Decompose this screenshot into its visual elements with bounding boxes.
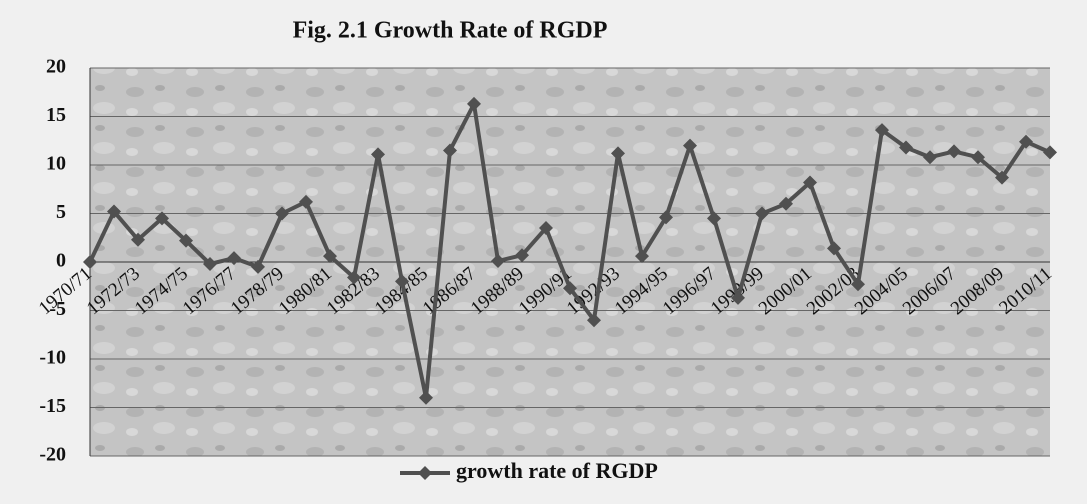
marker: [179, 233, 193, 248]
marker: [107, 204, 121, 219]
marker: [1019, 134, 1033, 149]
marker: [203, 256, 217, 271]
marker: [683, 138, 697, 153]
marker: [515, 248, 529, 263]
marker: [251, 259, 265, 274]
marker: [323, 249, 337, 264]
marker: [587, 313, 601, 328]
marker: [923, 150, 937, 165]
marker: [83, 255, 97, 269]
marker: [755, 206, 769, 221]
marker: [851, 277, 865, 292]
marker: [731, 290, 745, 305]
marker: [1043, 145, 1057, 160]
marker: [131, 232, 145, 247]
y-tick-label: 10: [46, 153, 66, 175]
marker: [899, 140, 913, 155]
marker: [779, 196, 793, 211]
marker: [395, 274, 409, 289]
marker: [155, 211, 169, 226]
marker: [563, 281, 577, 296]
marker: [467, 96, 481, 111]
marker: [947, 144, 961, 159]
marker: [299, 194, 313, 209]
marker: [803, 175, 817, 190]
y-tick-label: -20: [39, 444, 66, 466]
marker: [491, 254, 505, 269]
marker: [827, 241, 841, 256]
marker: [971, 150, 985, 165]
marker: [275, 206, 289, 221]
y-tick-label: -15: [39, 395, 66, 417]
marker: [227, 251, 241, 266]
chart-title: Fig. 2.1 Growth Rate of RGDP: [293, 18, 608, 44]
y-tick-label: 5: [56, 201, 66, 223]
marker: [707, 211, 721, 226]
marker: [635, 249, 649, 264]
legend-label: growth rate of RGDP: [456, 458, 658, 483]
marker: [347, 270, 361, 285]
marker: [419, 390, 433, 405]
marker: [659, 210, 673, 225]
marker: [875, 123, 889, 138]
marker: [443, 143, 457, 158]
legend-marker: [418, 466, 432, 480]
marker: [611, 146, 625, 161]
y-tick-label: 20: [46, 56, 66, 78]
y-tick-label: -5: [49, 298, 66, 320]
marker: [995, 170, 1009, 185]
y-tick-label: 0: [56, 250, 66, 272]
marker: [539, 221, 553, 236]
y-tick-label: 15: [46, 104, 66, 126]
y-tick-label: -10: [39, 347, 66, 369]
marker: [371, 147, 385, 162]
